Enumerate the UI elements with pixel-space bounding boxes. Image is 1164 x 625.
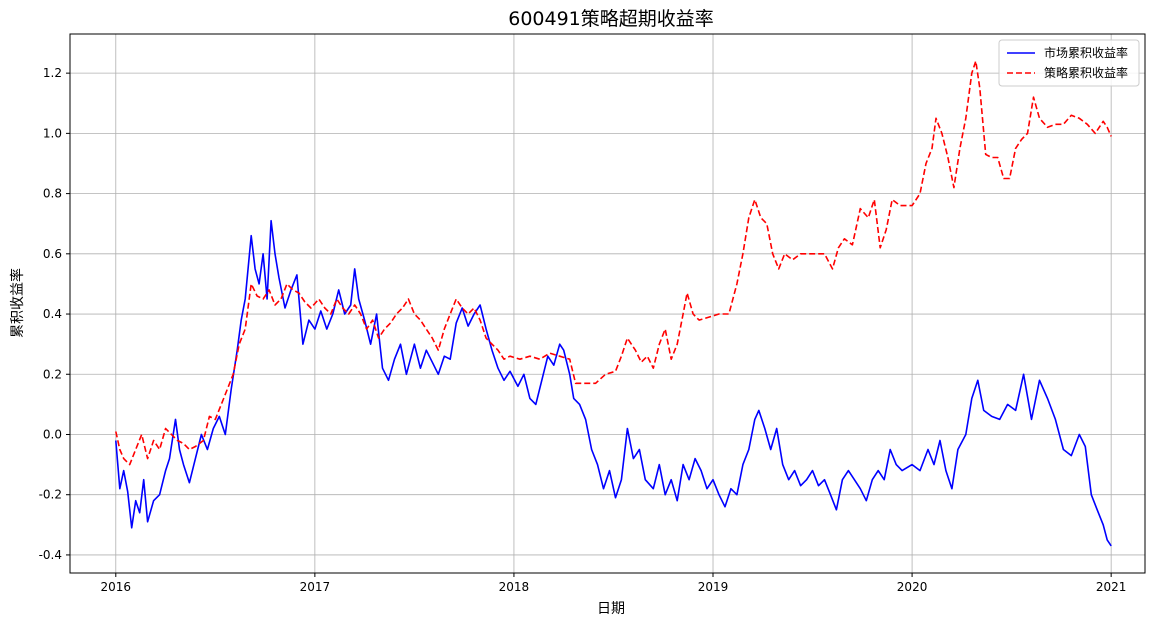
y-axis: -0.4 -0.2 0.0 0.2 0.4 0.6 0.8 1.0 1.2 (39, 66, 70, 562)
x-tick-label: 2017 (300, 580, 331, 594)
legend-label-strategy: 策略累积收益率 (1044, 65, 1128, 80)
y-tick-label: 0.8 (43, 187, 62, 201)
x-tick-label: 2018 (499, 580, 530, 594)
legend: 市场累积收益率 策略累积收益率 (998, 39, 1140, 87)
plot-area-frame (69, 33, 1146, 574)
y-tick-label: -0.2 (39, 488, 62, 502)
x-axis-label: 日期 (597, 601, 625, 617)
strategy-return-line (115, 60, 1112, 466)
y-tick-label: 0.2 (43, 367, 62, 381)
y-tick-label: 0.0 (43, 427, 62, 441)
y-tick-label: 1.2 (43, 66, 62, 80)
x-tick-label: 2021 (1096, 580, 1127, 594)
grid-lines (70, 34, 1145, 573)
x-tick-label: 2020 (897, 580, 928, 594)
y-tick-label: 1.0 (43, 126, 62, 140)
legend-box (998, 39, 1140, 87)
y-axis-label: 累积收益率 (9, 268, 26, 338)
y-tick-label: 0.6 (43, 247, 62, 261)
y-tick-label: -0.4 (39, 548, 62, 562)
chart-title: 600491策略超期收益率 (508, 8, 714, 30)
legend-label-market: 市场累积收益率 (1044, 45, 1128, 60)
x-tick-label: 2016 (101, 580, 132, 594)
series-layer (115, 60, 1112, 547)
y-tick-label: 0.4 (43, 307, 62, 321)
market-return-line (115, 219, 1112, 547)
x-tick-label: 2019 (698, 580, 729, 594)
x-axis: 2016 2017 2018 2019 2020 2021 (101, 573, 1127, 594)
